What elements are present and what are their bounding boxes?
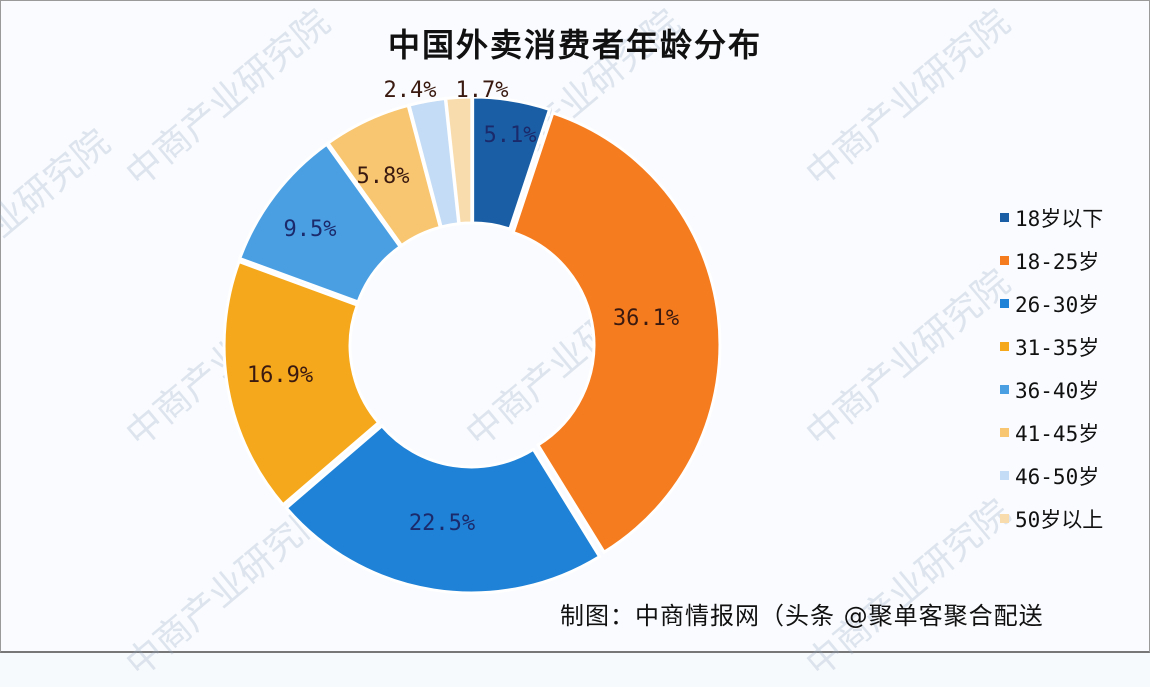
legend-label: 46-50岁 bbox=[1015, 464, 1100, 489]
slice-label: 2.4% bbox=[384, 78, 437, 103]
legend-swatch-icon bbox=[1000, 256, 1009, 265]
slice-label: 5.8% bbox=[357, 164, 410, 189]
legend-item: 18岁以下 bbox=[1000, 196, 1103, 239]
legend: 18岁以下 18-25岁 26-30岁 31-35岁 36-40岁 41-45岁 46-50… bbox=[1000, 196, 1103, 540]
legend-label: 26-30岁 bbox=[1015, 292, 1100, 317]
legend-swatch-icon bbox=[1000, 471, 1009, 480]
donut-slice bbox=[284, 423, 602, 595]
legend-item: 41-45岁 bbox=[1000, 411, 1103, 454]
slice-label: 9.5% bbox=[284, 217, 337, 242]
legend-item: 46-50岁 bbox=[1000, 454, 1103, 497]
donut-slice bbox=[222, 259, 381, 507]
legend-item: 50岁以上 bbox=[1000, 497, 1103, 540]
donut-chart: 5.1% 36.1% 22.5% 16.9% 9.5% 5.8% 2.4% 1.7% bbox=[222, 78, 722, 595]
legend-item: 36-40岁 bbox=[1000, 368, 1103, 411]
donut-slice bbox=[444, 95, 474, 226]
legend-swatch-icon bbox=[1000, 213, 1009, 222]
legend-swatch-icon bbox=[1000, 514, 1009, 523]
donut-slice bbox=[511, 111, 722, 555]
slice-label: 5.1% bbox=[484, 123, 537, 148]
donut-slice bbox=[471, 95, 552, 231]
slice-label: 16.9% bbox=[247, 363, 313, 388]
legend-label: 50岁以上 bbox=[1015, 507, 1104, 532]
donut-slice bbox=[237, 142, 403, 304]
legend-label: 31-35岁 bbox=[1015, 335, 1100, 360]
legend-swatch-icon bbox=[1000, 428, 1009, 437]
legend-item: 31-35岁 bbox=[1000, 325, 1103, 368]
chart-title: 中国外卖消费者年龄分布 bbox=[387, 26, 762, 64]
legend-swatch-icon bbox=[1000, 299, 1009, 308]
source-note: 制图：中商情报网（头条 @聚单客聚合配送 bbox=[560, 602, 1044, 630]
slice-label: 36.1% bbox=[613, 306, 679, 331]
legend-label: 36-40岁 bbox=[1015, 378, 1100, 403]
legend-label: 18-25岁 bbox=[1015, 249, 1100, 274]
legend-item: 18-25岁 bbox=[1000, 239, 1103, 282]
slice-label: 1.7% bbox=[456, 78, 509, 103]
legend-label: 18岁以下 bbox=[1015, 206, 1104, 231]
legend-item: 26-30岁 bbox=[1000, 282, 1103, 325]
legend-swatch-icon bbox=[1000, 385, 1009, 394]
legend-label: 41-45岁 bbox=[1015, 421, 1100, 446]
legend-swatch-icon bbox=[1000, 342, 1009, 351]
slice-label: 22.5% bbox=[409, 511, 475, 536]
